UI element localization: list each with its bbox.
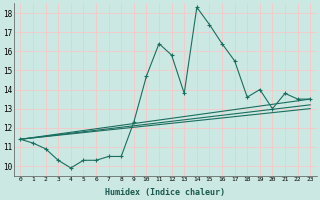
X-axis label: Humidex (Indice chaleur): Humidex (Indice chaleur) [105,188,225,197]
